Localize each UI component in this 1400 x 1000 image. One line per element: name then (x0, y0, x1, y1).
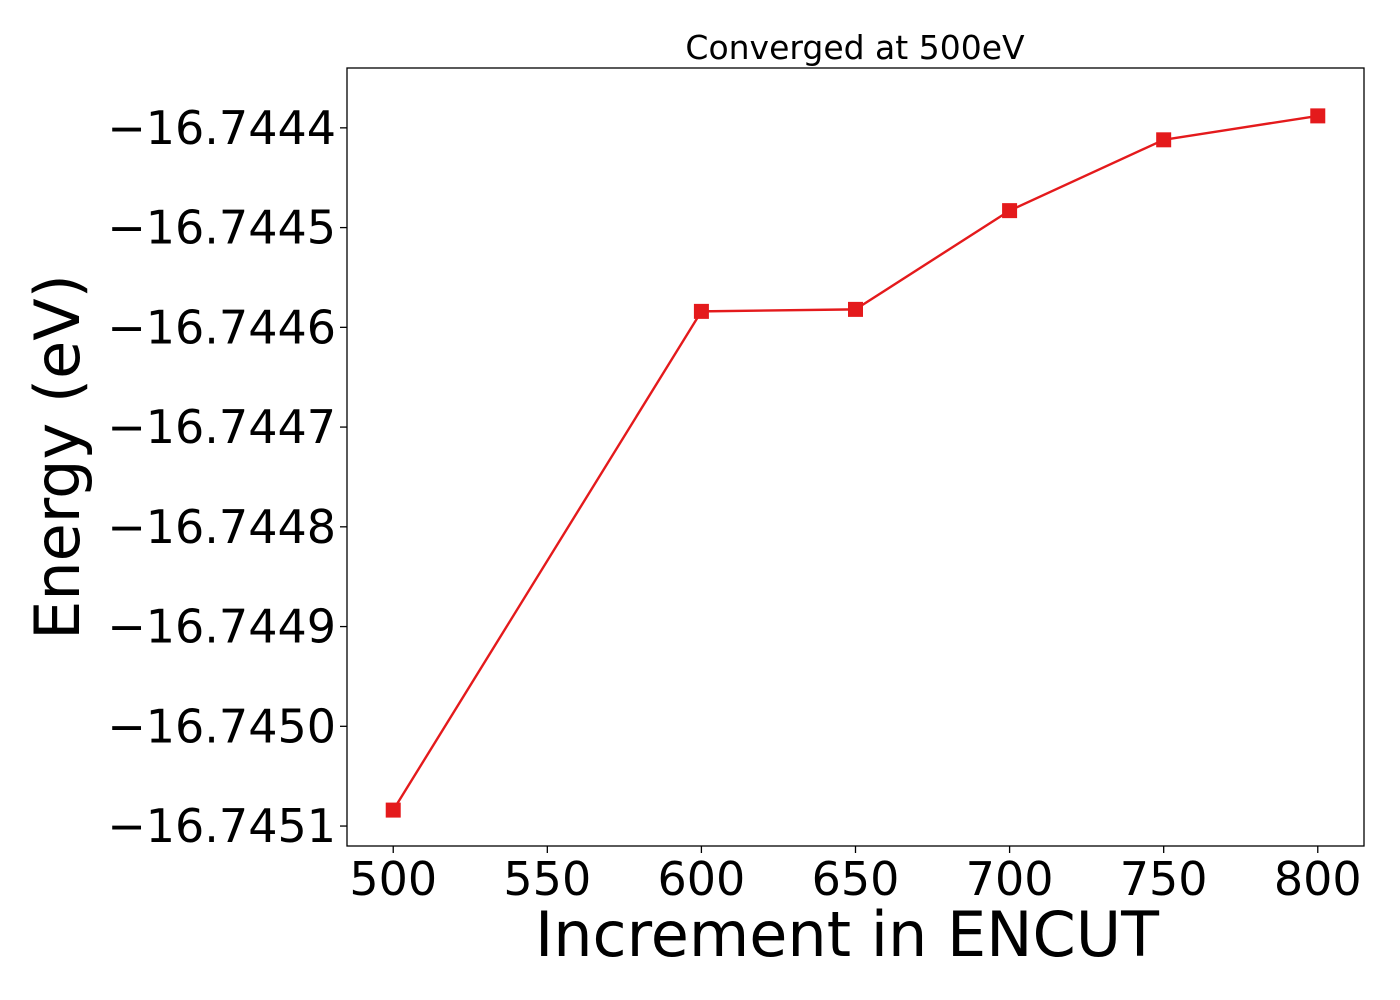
x-tick-label: 700 (966, 852, 1054, 906)
data-point-marker (1002, 203, 1018, 219)
data-point-marker (385, 802, 401, 818)
x-tick-label: 600 (658, 852, 746, 906)
data-point-marker (1156, 132, 1172, 148)
x-tick-label: 500 (349, 852, 437, 906)
chart-title: Converged at 500eV (685, 28, 1025, 67)
y-tick-label: −16.7450 (107, 699, 336, 753)
y-axis-label: Energy (eV) (21, 274, 94, 640)
y-axis-ticks: −16.7451 −16.7450 −16.7449 −16.7448 −16.7447… (107, 101, 347, 853)
y-tick-label: −16.7445 (107, 201, 336, 255)
x-tick-label: 750 (1120, 852, 1208, 906)
y-tick-label: −16.7444 (107, 101, 336, 155)
series-layer (385, 108, 1326, 818)
x-tick-label: 550 (503, 852, 591, 906)
y-tick-label: −16.7451 (107, 799, 336, 853)
series-line (392, 114, 1318, 811)
y-tick-label: −16.7448 (107, 500, 336, 554)
x-tick-label: 800 (1274, 852, 1362, 906)
x-axis-ticks: 500 550 600 650 700 750 800 (349, 846, 1362, 906)
y-tick-label: −16.7447 (107, 400, 336, 454)
data-point-marker (693, 303, 709, 319)
x-tick-label: 650 (812, 852, 900, 906)
plot-area-frame (346, 67, 1365, 847)
y-tick-label: −16.7446 (107, 300, 336, 354)
data-point-marker (1310, 108, 1326, 124)
y-tick-label: −16.7449 (107, 600, 336, 654)
x-axis-label: Increment in ENCUT (535, 898, 1160, 971)
data-point-marker (848, 301, 863, 317)
